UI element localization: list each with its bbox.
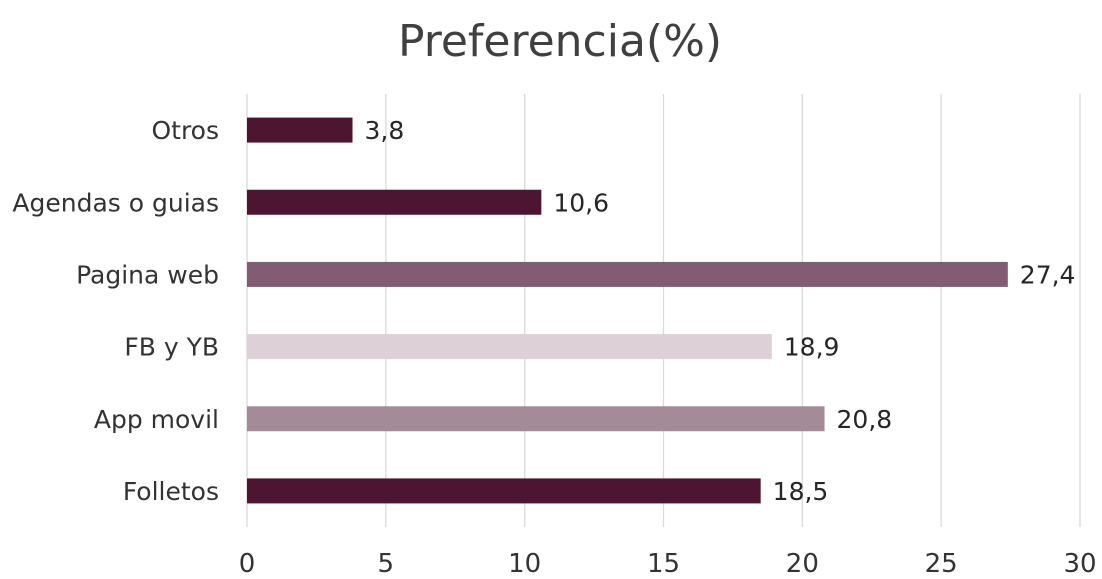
x-tick-label: 10 [508, 549, 541, 579]
category-labels: Folletos App movil FB y YB Pagina web Agenda… [12, 116, 219, 506]
chart-title: Preferencia(%) [398, 16, 722, 67]
bars [247, 117, 1008, 504]
category-label: Agendas o guias [12, 188, 219, 217]
data-label: 27,4 [1020, 260, 1076, 289]
category-label: App movil [94, 405, 219, 434]
bar [247, 261, 1008, 287]
data-label: 3,8 [365, 116, 405, 145]
x-tick-label: 0 [239, 549, 256, 579]
data-label: 18,5 [773, 477, 829, 506]
data-label: 10,6 [553, 188, 609, 217]
gridlines [246, 94, 1081, 527]
category-label: Folletos [123, 477, 219, 506]
x-tick-label: 20 [786, 549, 819, 579]
bar [247, 406, 825, 432]
x-axis-tick-labels: 0 5 10 15 20 25 30 [239, 549, 1097, 579]
x-tick-label: 25 [925, 549, 958, 579]
category-label: FB y YB [124, 333, 219, 362]
bar [247, 334, 772, 360]
data-label: 20,8 [837, 405, 893, 434]
data-label: 18,9 [784, 333, 840, 362]
bar [247, 189, 542, 215]
data-labels: 18,5 20,8 18,9 27,4 10,6 3,8 [365, 116, 1076, 506]
bar [247, 478, 761, 504]
category-label: Otros [151, 116, 219, 145]
bar [247, 117, 353, 143]
x-tick-label: 30 [1063, 549, 1096, 579]
x-tick-label: 5 [378, 549, 395, 579]
x-tick-label: 15 [647, 549, 680, 579]
category-label: Pagina web [76, 260, 219, 289]
